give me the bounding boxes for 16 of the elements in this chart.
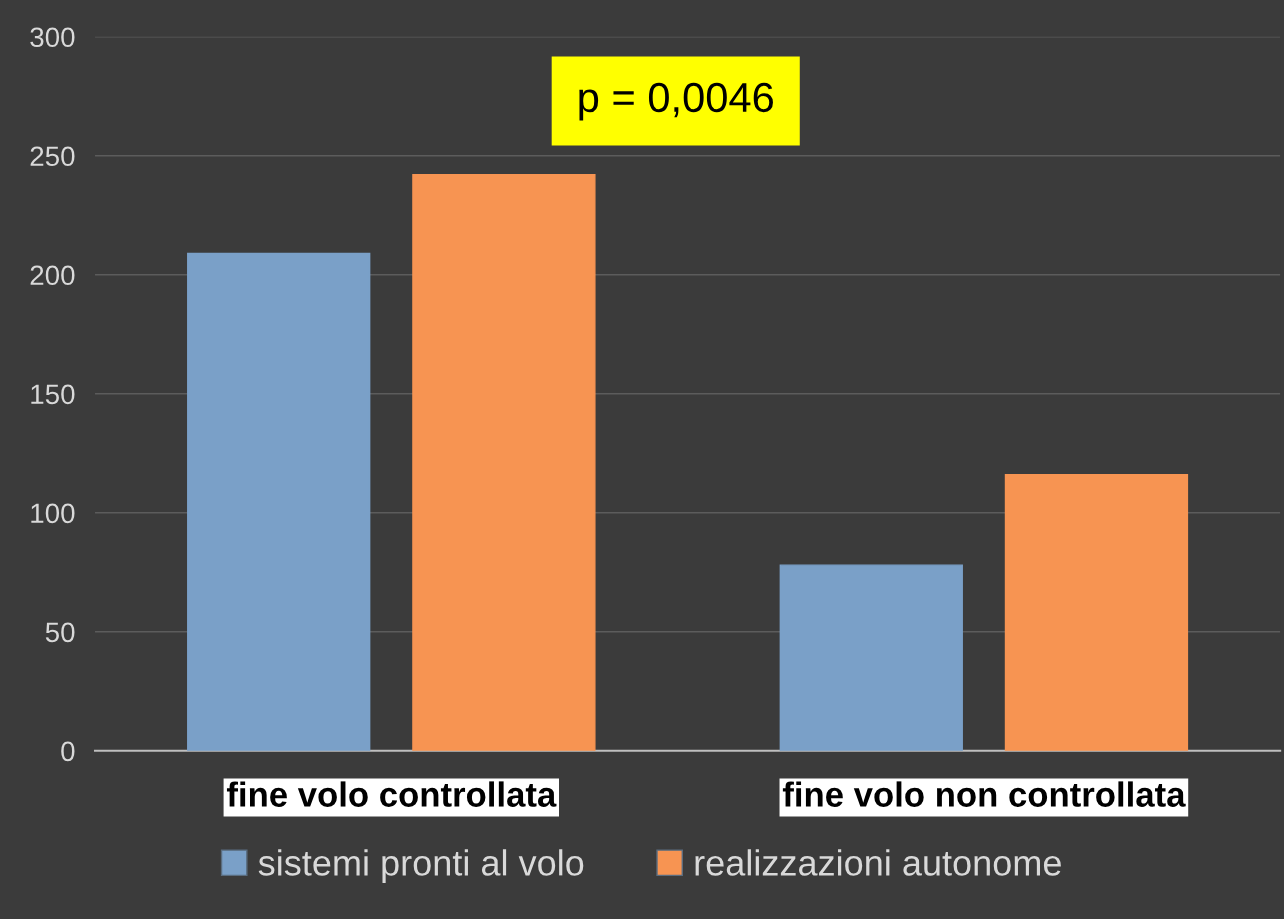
- y-tick-label: 0: [61, 741, 75, 762]
- y-tick-label: 300: [30, 27, 75, 48]
- bar: [412, 174, 596, 751]
- bar: [779, 564, 963, 751]
- y-tick-label: 50: [45, 622, 75, 643]
- x-tick-label: fine volo non controllata: [782, 781, 1186, 807]
- annotation: p = 0,0046: [579, 82, 773, 121]
- y-tick-label: 100: [31, 503, 75, 524]
- y-tick-label: 150: [31, 384, 75, 405]
- bar: [187, 252, 371, 751]
- x-tick-label: fine volo controllata: [226, 781, 557, 807]
- legend-label: realizzazioni autonome: [695, 849, 1061, 876]
- y-tick-label: 200: [30, 265, 75, 286]
- bar: [1004, 474, 1189, 751]
- y-tick-label: 250: [30, 146, 75, 167]
- legend-label: sistemi pronti al volo: [258, 849, 584, 883]
